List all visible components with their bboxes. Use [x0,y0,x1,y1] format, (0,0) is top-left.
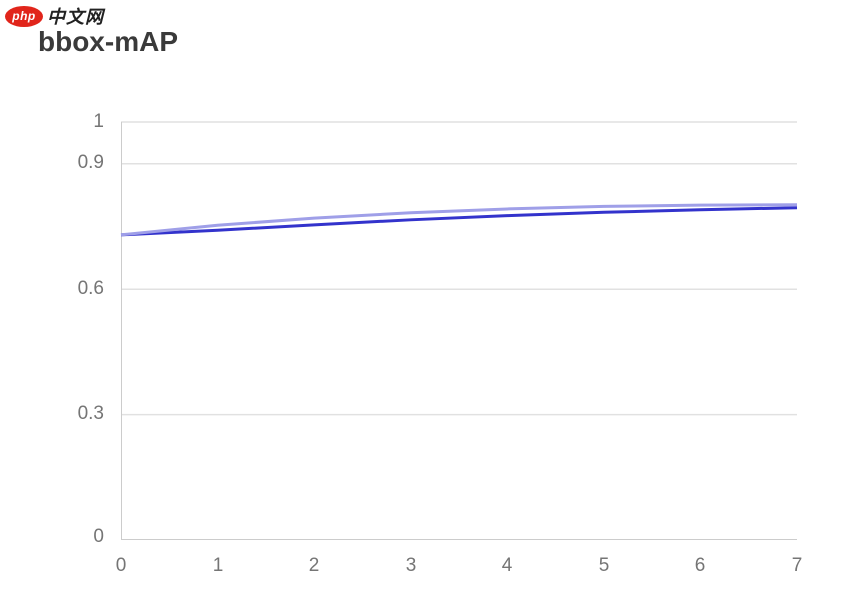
series-line-light [120,206,798,237]
x-tick-label: 4 [501,555,513,576]
y-tick-label: 0 [93,526,104,547]
series-line-dark [120,203,798,237]
x-tick-label: 5 [598,555,610,576]
x-tick-label: 1 [212,555,224,576]
y-tick-label: 0.9 [77,152,104,173]
plot-area [120,121,798,540]
x-tick-label: 6 [694,555,706,576]
y-tick-label: 0.3 [77,403,104,424]
x-tick-label: 3 [405,555,417,576]
php-logo-badge-icon: php [5,5,43,27]
gridlines [121,121,797,416]
y-tick-label: 0.6 [77,278,104,299]
x-tick-label: 7 [791,555,803,576]
x-tick-label: 0 [115,555,127,576]
page-title: bbox-mAP [38,26,178,57]
php-logo[interactable]: php 中文网 [5,3,104,29]
x-tick-label: 2 [308,555,320,576]
y-tick-label: 1 [93,111,104,132]
php-logo-site-name: 中文网 [47,7,104,27]
